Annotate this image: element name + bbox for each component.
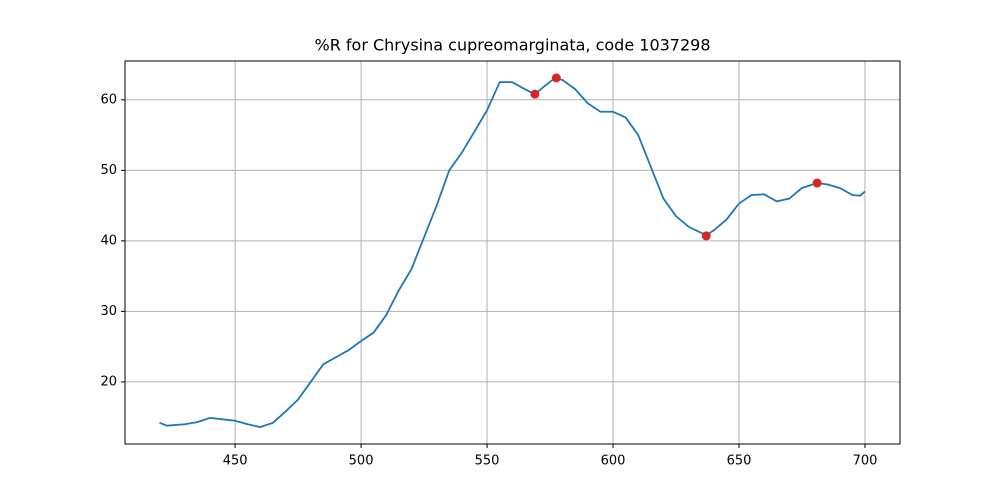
x-tick-label: 450 xyxy=(223,454,248,469)
point xyxy=(812,178,822,188)
chart-title: %R for Chrysina cupreomarginata, code 10… xyxy=(314,36,710,55)
y-tick-label: 20 xyxy=(100,374,117,389)
line xyxy=(159,76,866,429)
plot-frame xyxy=(124,60,901,445)
y-tick-label: 60 xyxy=(100,92,117,107)
point xyxy=(551,73,561,83)
x-tick-label: 600 xyxy=(601,454,626,469)
point xyxy=(701,231,711,241)
point xyxy=(530,89,540,99)
x-tick-label: 550 xyxy=(475,454,500,469)
y-tick-label: 50 xyxy=(100,163,117,178)
y-tick-label: 40 xyxy=(100,233,117,248)
y-tick-label: 30 xyxy=(100,304,117,319)
x-tick-label: 700 xyxy=(853,454,878,469)
x-tick-label: 500 xyxy=(349,454,374,469)
x-tick-label: 650 xyxy=(727,454,752,469)
